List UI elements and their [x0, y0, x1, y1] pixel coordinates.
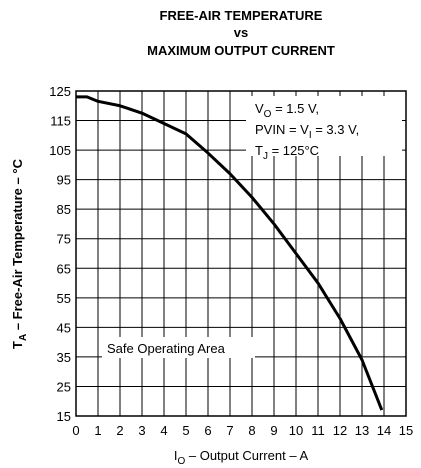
text-part: – Free-Air Temperature – °C: [10, 158, 25, 333]
y-tick-label: 35: [57, 350, 71, 365]
x-tick-label: 7: [226, 423, 233, 438]
region-label-box: [102, 337, 255, 358]
chart-title: MAXIMUM OUTPUT CURRENT: [147, 43, 335, 58]
y-axis-label: TA – Free-Air Temperature – °C: [10, 158, 29, 349]
text-part: I: [309, 130, 312, 141]
text-part: V: [255, 101, 264, 116]
annotation: VO = 1.5 V,: [255, 101, 319, 120]
x-tick-label: 14: [377, 423, 391, 438]
x-tick-label: 11: [311, 423, 325, 438]
x-tick-label: 15: [399, 423, 413, 438]
x-tick-label: 3: [138, 423, 145, 438]
y-tick-label: 25: [57, 379, 71, 394]
text-part: O: [264, 109, 272, 120]
region-label: Safe Operating Area: [107, 341, 226, 356]
chart-title: vs: [234, 25, 248, 40]
x-tick-label: 4: [160, 423, 167, 438]
text-part: = 1.5 V,: [271, 101, 319, 116]
x-tick-label: 5: [182, 423, 189, 438]
annotation: TJ = 125°C: [255, 143, 319, 162]
annotation-box: [246, 96, 402, 156]
y-tick-label: 95: [57, 173, 71, 188]
text-part: J: [263, 151, 268, 162]
plot-frame: [75, 90, 407, 417]
text-part: = 3.3 V,: [312, 122, 360, 137]
x-tick-label: 9: [270, 423, 277, 438]
x-tick-label: 1: [94, 423, 101, 438]
x-axis-label: IO – Output Current – A: [174, 448, 309, 467]
text-part: I: [174, 448, 178, 463]
x-tick-label: 6: [204, 423, 211, 438]
text-part: = 125°C: [268, 143, 319, 158]
y-tick-label: 125: [49, 84, 71, 99]
y-tick-label: 105: [49, 143, 71, 158]
data-line: [76, 95, 384, 411]
x-tick-label: 8: [248, 423, 255, 438]
x-tick-label: 12: [333, 423, 347, 438]
x-tick-label: 13: [355, 423, 369, 438]
y-tick-label: 65: [57, 261, 71, 276]
annotation: PVIN = VI = 3.3 V,: [255, 122, 359, 141]
text-part: T: [10, 341, 25, 349]
text-part: – Output Current – A: [185, 448, 308, 463]
text-part: A: [18, 334, 29, 341]
x-tick-label: 10: [289, 423, 303, 438]
y-tick-label: 15: [57, 409, 71, 424]
y-tick-label: 45: [57, 320, 71, 335]
text-part: T: [255, 143, 263, 158]
x-tick-label: 2: [116, 423, 123, 438]
text-part: PVIN = V: [255, 122, 309, 137]
y-tick-label: 85: [57, 202, 71, 217]
text-part: O: [177, 456, 185, 467]
chart-title: FREE-AIR TEMPERATURE: [160, 8, 323, 23]
y-tick-label: 115: [50, 114, 71, 129]
x-tick-label: 0: [72, 423, 79, 438]
y-tick-label: 75: [57, 232, 71, 247]
y-tick-label: 55: [57, 291, 71, 306]
